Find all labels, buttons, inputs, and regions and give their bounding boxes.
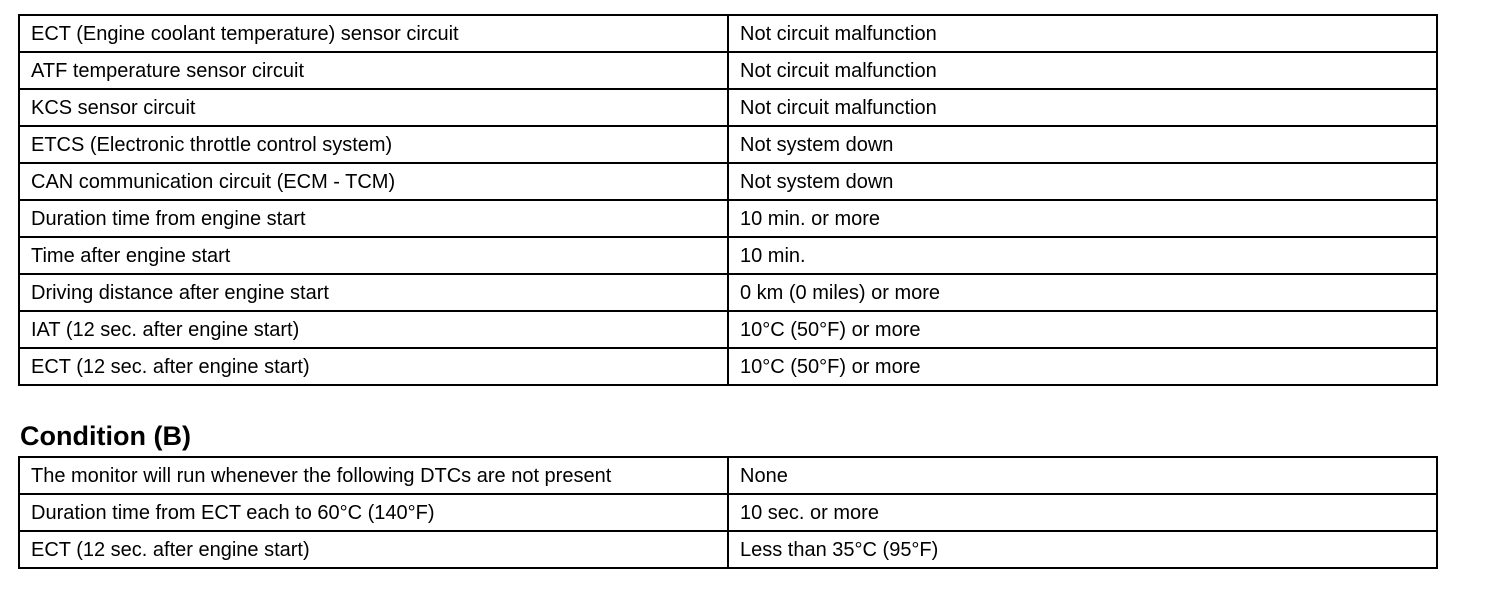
condition-value: 0 km (0 miles) or more xyxy=(727,273,1438,312)
table-row: KCS sensor circuit Not circuit malfuncti… xyxy=(18,88,1438,127)
table-row: Duration time from engine start 10 min. … xyxy=(18,199,1438,238)
condition-item: IAT (12 sec. after engine start) xyxy=(18,310,729,349)
condition-a-table: ECT (Engine coolant temperature) sensor … xyxy=(18,14,1438,386)
table-row: ECT (12 sec. after engine start) Less th… xyxy=(18,530,1438,569)
condition-item: Duration time from ECT each to 60°C (140… xyxy=(18,493,729,532)
condition-b-table: The monitor will run whenever the follow… xyxy=(18,456,1438,569)
condition-item: KCS sensor circuit xyxy=(18,88,729,127)
condition-item: Driving distance after engine start xyxy=(18,273,729,312)
condition-value: Not circuit malfunction xyxy=(727,51,1438,90)
condition-value: Not circuit malfunction xyxy=(727,88,1438,127)
condition-item: Duration time from engine start xyxy=(18,199,729,238)
table-row: ATF temperature sensor circuit Not circu… xyxy=(18,51,1438,90)
condition-item: ETCS (Electronic throttle control system… xyxy=(18,125,729,164)
table-row: ECT (12 sec. after engine start) 10°C (5… xyxy=(18,347,1438,386)
table-row: ECT (Engine coolant temperature) sensor … xyxy=(18,14,1438,53)
table-row: CAN communication circuit (ECM - TCM) No… xyxy=(18,162,1438,201)
condition-value: Less than 35°C (95°F) xyxy=(727,530,1438,569)
condition-value: 10 sec. or more xyxy=(727,493,1438,532)
table-row: Duration time from ECT each to 60°C (140… xyxy=(18,493,1438,532)
table-row: The monitor will run whenever the follow… xyxy=(18,456,1438,495)
condition-item: ATF temperature sensor circuit xyxy=(18,51,729,90)
condition-item: CAN communication circuit (ECM - TCM) xyxy=(18,162,729,201)
condition-value: 10°C (50°F) or more xyxy=(727,347,1438,386)
condition-value: Not system down xyxy=(727,125,1438,164)
condition-value: 10 min. xyxy=(727,236,1438,275)
condition-item: ECT (12 sec. after engine start) xyxy=(18,530,729,569)
table-row: Driving distance after engine start 0 km… xyxy=(18,273,1438,312)
condition-value: 10 min. or more xyxy=(727,199,1438,238)
condition-value: None xyxy=(727,456,1438,495)
condition-value: 10°C (50°F) or more xyxy=(727,310,1438,349)
table-row: IAT (12 sec. after engine start) 10°C (5… xyxy=(18,310,1438,349)
condition-item: The monitor will run whenever the follow… xyxy=(18,456,729,495)
condition-value: Not system down xyxy=(727,162,1438,201)
table-row: ETCS (Electronic throttle control system… xyxy=(18,125,1438,164)
table-row: Time after engine start 10 min. xyxy=(18,236,1438,275)
condition-item: ECT (12 sec. after engine start) xyxy=(18,347,729,386)
section-heading-condition-b: Condition (B) xyxy=(20,421,191,451)
condition-item: Time after engine start xyxy=(18,236,729,275)
condition-item: ECT (Engine coolant temperature) sensor … xyxy=(18,14,729,53)
condition-value: Not circuit malfunction xyxy=(727,14,1438,53)
